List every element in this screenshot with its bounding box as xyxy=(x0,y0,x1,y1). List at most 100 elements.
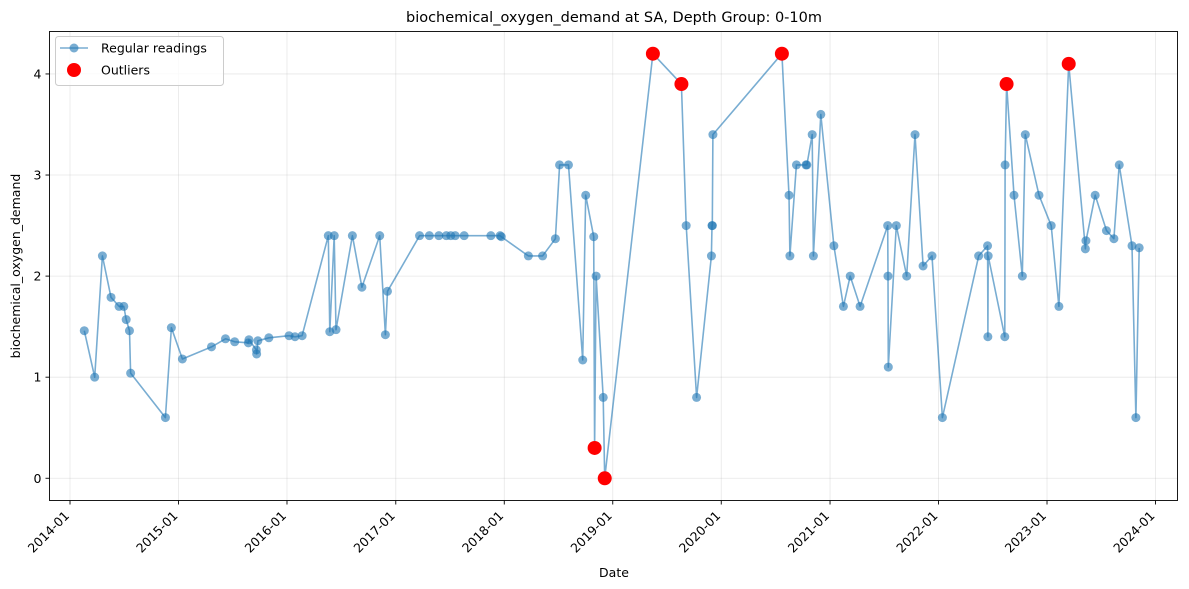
regular-reading-point xyxy=(883,362,893,372)
regular-reading-point xyxy=(910,130,920,140)
regular-reading-point xyxy=(902,271,912,281)
regular-reading-point xyxy=(807,130,817,140)
regular-reading-point xyxy=(297,331,307,341)
outlier-point xyxy=(674,77,689,92)
regular-reading-point xyxy=(838,301,848,311)
regular-reading-point xyxy=(523,251,533,261)
regular-reading-point xyxy=(1009,190,1019,200)
regular-reading-point xyxy=(252,349,262,359)
regular-reading-point xyxy=(380,330,390,340)
regular-reading-point xyxy=(1000,332,1010,342)
regular-reading-point xyxy=(1000,160,1010,170)
regular-reading-point xyxy=(1054,301,1064,311)
y-axis-ticks: 0 1 2 3 4 xyxy=(34,66,50,486)
regular-reading-point xyxy=(1090,190,1100,200)
regular-reading-point xyxy=(97,251,107,261)
regular-reading-point xyxy=(106,292,116,302)
regular-reading-point xyxy=(1080,244,1090,254)
regular-reading-point xyxy=(1134,243,1144,253)
regular-reading-point xyxy=(785,251,795,261)
regular-reading-point xyxy=(829,241,839,251)
legend-regular-label: Regular readings xyxy=(101,41,207,56)
regular-reading-point xyxy=(598,392,608,402)
regular-reading-point xyxy=(1017,271,1027,281)
regular-reading-point xyxy=(290,332,300,342)
regular-reading-point xyxy=(707,221,717,231)
regular-reading-point xyxy=(90,372,100,382)
regular-reading-point xyxy=(855,301,865,311)
regular-reading-point xyxy=(918,261,928,271)
outlier-point xyxy=(1061,56,1076,71)
regular-reading-point xyxy=(816,109,826,119)
regular-reading-point xyxy=(79,326,89,336)
outlier-point xyxy=(774,46,789,61)
regular-reading-point xyxy=(891,221,901,231)
regular-reading-point xyxy=(1034,190,1044,200)
y-tick-label: 0 xyxy=(34,471,42,486)
y-tick-label: 1 xyxy=(34,370,42,385)
legend: Regular readings Outliers xyxy=(55,36,224,86)
regular-reading-point xyxy=(264,333,274,343)
regular-reading-point xyxy=(450,231,460,241)
regular-reading-point xyxy=(706,251,716,261)
y-tick-label: 4 xyxy=(34,66,42,81)
regular-reading-point xyxy=(563,160,573,170)
regular-reading-point xyxy=(883,271,893,281)
regular-reading-point xyxy=(126,368,136,378)
y-axis-label: biochemical_oxygen_demand xyxy=(8,174,23,359)
legend-outlier-marker xyxy=(67,63,81,77)
regular-reading-point xyxy=(681,221,691,231)
regular-reading-point xyxy=(220,334,230,344)
regular-reading-point xyxy=(883,221,893,231)
outlier-point xyxy=(999,77,1014,92)
regular-reading-point xyxy=(1020,130,1030,140)
regular-reading-point xyxy=(206,342,216,352)
regular-reading-point xyxy=(983,332,993,342)
regular-reading-point xyxy=(382,286,392,296)
regular-reading-point xyxy=(1109,234,1119,244)
regular-reading-point xyxy=(375,231,385,241)
chart-title: biochemical_oxygen_demand at SA, Depth G… xyxy=(406,10,822,26)
regular-reading-point xyxy=(121,315,131,325)
regular-reading-point xyxy=(244,335,254,345)
regular-readings-series xyxy=(79,49,1144,483)
regular-reading-point xyxy=(927,251,937,261)
grid xyxy=(49,31,1178,501)
regular-reading-point xyxy=(692,392,702,402)
regular-reading-point xyxy=(496,232,506,242)
regular-reading-point xyxy=(253,336,263,346)
regular-reading-point xyxy=(459,231,469,241)
regular-reading-point xyxy=(784,190,794,200)
y-tick-label: 3 xyxy=(34,168,42,183)
plot-area-frame xyxy=(49,31,1178,501)
regular-reading-point xyxy=(581,190,591,200)
regular-reading-point xyxy=(974,251,984,261)
regular-reading-point xyxy=(230,337,240,347)
y-tick-label: 2 xyxy=(34,269,42,284)
regular-reading-point xyxy=(802,160,812,170)
regular-reading-point xyxy=(1114,160,1124,170)
regular-reading-point xyxy=(415,231,425,241)
regular-reading-point xyxy=(937,413,947,423)
regular-reading-point xyxy=(983,241,993,251)
regular-reading-point xyxy=(1101,226,1111,236)
regular-reading-point xyxy=(434,231,444,241)
regular-reading-point xyxy=(808,251,818,261)
regular-reading-point xyxy=(329,231,339,241)
regular-reading-point xyxy=(591,271,601,281)
regular-reading-point xyxy=(177,354,187,364)
legend-regular-marker xyxy=(69,43,79,53)
regular-reading-point xyxy=(550,234,560,244)
regular-reading-point xyxy=(347,231,357,241)
regular-reading-point xyxy=(708,130,718,140)
outlier-point xyxy=(645,46,660,61)
regular-reading-point xyxy=(357,282,367,292)
regular-reading-point xyxy=(555,160,565,170)
regular-reading-point xyxy=(424,231,434,241)
x-axis-label: Date xyxy=(599,565,629,580)
legend-box xyxy=(55,36,224,86)
outliers-series xyxy=(587,46,1076,486)
outlier-point xyxy=(597,471,612,486)
regular-reading-point xyxy=(578,355,588,365)
